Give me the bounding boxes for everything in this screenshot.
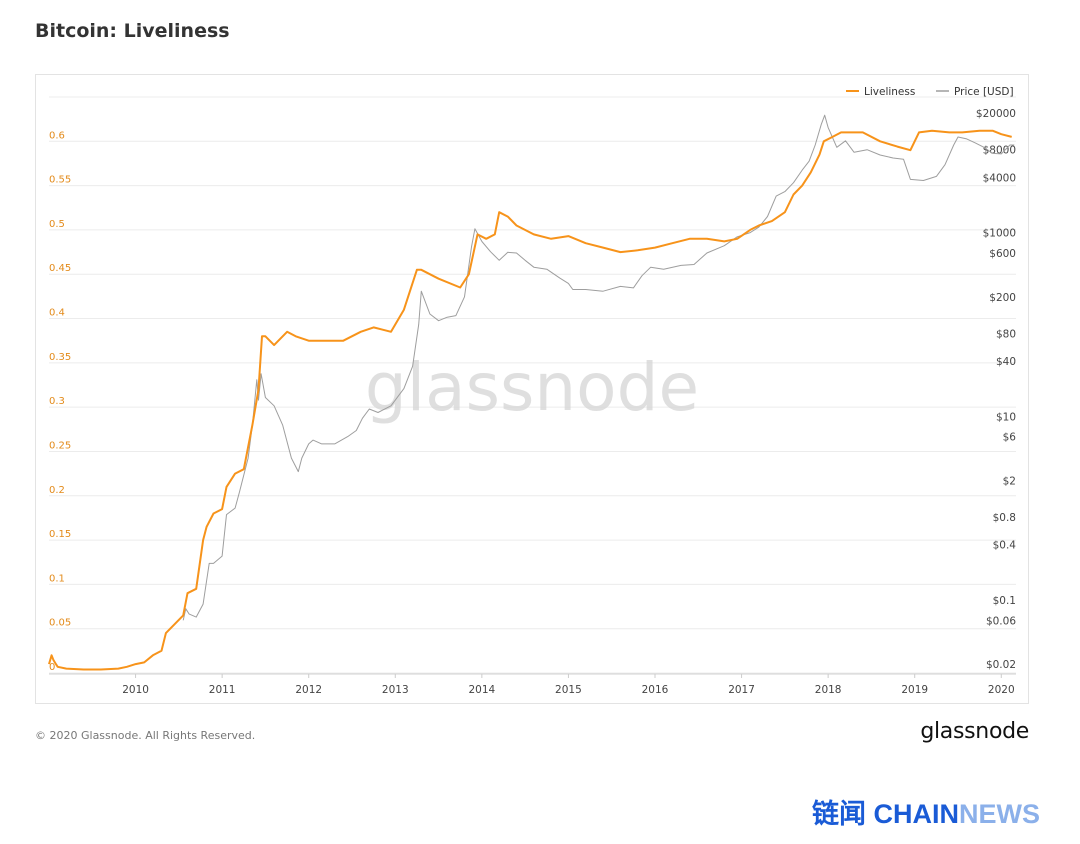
right-axis-ticks: $0.02 $0.06 $0.1 $0.4 $0.8 $2 $6 $10 $40 $80 $200 $…: [976, 108, 1016, 671]
left-axis-tick-label: 0.55: [49, 175, 71, 186]
left-axis-tick-label: 0.2: [49, 485, 65, 496]
chart-series: [48, 114, 1015, 671]
chart-legend[interactable]: Liveliness Price [USD]: [846, 86, 1014, 98]
chainnews-logo-cn: 链闻: [811, 799, 866, 829]
left-axis-tick-label: 0.4: [49, 308, 65, 319]
x-axis-tick-label: 2018: [815, 684, 842, 696]
x-axis-ticks: 2010 2011 2012 2013 2014 2015 2016 2017 2018 2019…: [49, 673, 1016, 696]
x-axis-tick-label: 2016: [642, 684, 669, 696]
legend-label-price: Price [USD]: [954, 86, 1014, 98]
right-axis-tick-label: $0.4: [993, 540, 1017, 552]
chainnews-logo-news: NEWS: [959, 799, 1040, 829]
right-axis-tick-label: $0.1: [993, 595, 1016, 607]
left-axis-tick-label: 0.5: [49, 219, 65, 230]
left-axis-tick-label: 0.15: [49, 529, 71, 540]
brand-logo: glassnode: [920, 719, 1029, 744]
chart-watermark: glassnode: [365, 349, 699, 426]
liveliness-chart: glassnode 00.050.10.150.20.250.30.350.40…: [48, 86, 1016, 696]
x-axis-tick-label: 2017: [728, 684, 755, 696]
right-axis-tick-label: $20000: [976, 108, 1016, 120]
left-axis-tick-label: 0.45: [49, 263, 71, 274]
chainnews-logo-chain: CHAIN: [873, 799, 960, 829]
right-axis-tick-label: $0.06: [986, 615, 1016, 627]
left-axis-tick-label: 0.05: [49, 618, 71, 629]
right-axis-tick-label: $40: [996, 356, 1016, 368]
copyright-text: © 2020 Glassnode. All Rights Reserved.: [35, 729, 256, 742]
left-axis-tick-label: 0.3: [49, 396, 65, 407]
price-series-line: [182, 114, 1015, 621]
x-axis-tick-label: 2012: [295, 684, 322, 696]
left-axis-tick-label: 0.6: [49, 130, 65, 141]
right-axis-tick-label: $600: [989, 248, 1016, 260]
right-axis-tick-label: $10: [996, 411, 1016, 423]
x-axis-tick-label: 2011: [209, 684, 236, 696]
chart-grid: [49, 96, 1016, 674]
page-title: Bitcoin: Liveliness: [35, 20, 230, 42]
x-axis-tick-label: 2010: [122, 684, 149, 696]
right-axis-tick-label: $1000: [983, 228, 1016, 240]
x-axis-tick-label: 2019: [901, 684, 928, 696]
x-axis-tick-label: 2014: [468, 684, 495, 696]
left-axis-ticks: 0 0.05 0.1 0.15 0.2 0.25 0.3 0.35 0.4 0.45 0.5 0.55…: [49, 130, 71, 673]
left-axis-tick-label: 0.1: [49, 573, 65, 584]
left-axis-tick-label: 0.25: [49, 440, 71, 451]
left-axis-tick-label: 0.35: [49, 352, 71, 363]
chainnews-logo: 链闻 CHAINNEWS: [812, 792, 1040, 831]
x-axis-tick-label: 2015: [555, 684, 582, 696]
right-axis-tick-label: $0.02: [986, 659, 1016, 671]
chart-frame: glassnode 0 0.05 0.1 0.15 0.2 0.25 0.3 0.35 0.4 0…: [35, 74, 1029, 704]
liveliness-series-line: [48, 129, 1012, 671]
right-axis-tick-label: $200: [989, 292, 1016, 304]
right-axis-tick-label: $80: [996, 328, 1016, 340]
right-axis-tick-label: $4000: [983, 172, 1016, 184]
x-axis-tick-label: 2013: [382, 684, 409, 696]
x-axis-tick-label: 2020: [988, 684, 1015, 696]
left-axis-tick-label: 0: [49, 662, 55, 673]
right-axis-tick-label: $8000: [983, 145, 1016, 157]
right-axis-tick-label: $6: [1003, 432, 1017, 444]
right-axis-tick-label: $0.8: [993, 512, 1016, 524]
right-axis-tick-label: $2: [1003, 475, 1016, 487]
legend-label-liveliness: Liveliness: [864, 86, 915, 98]
